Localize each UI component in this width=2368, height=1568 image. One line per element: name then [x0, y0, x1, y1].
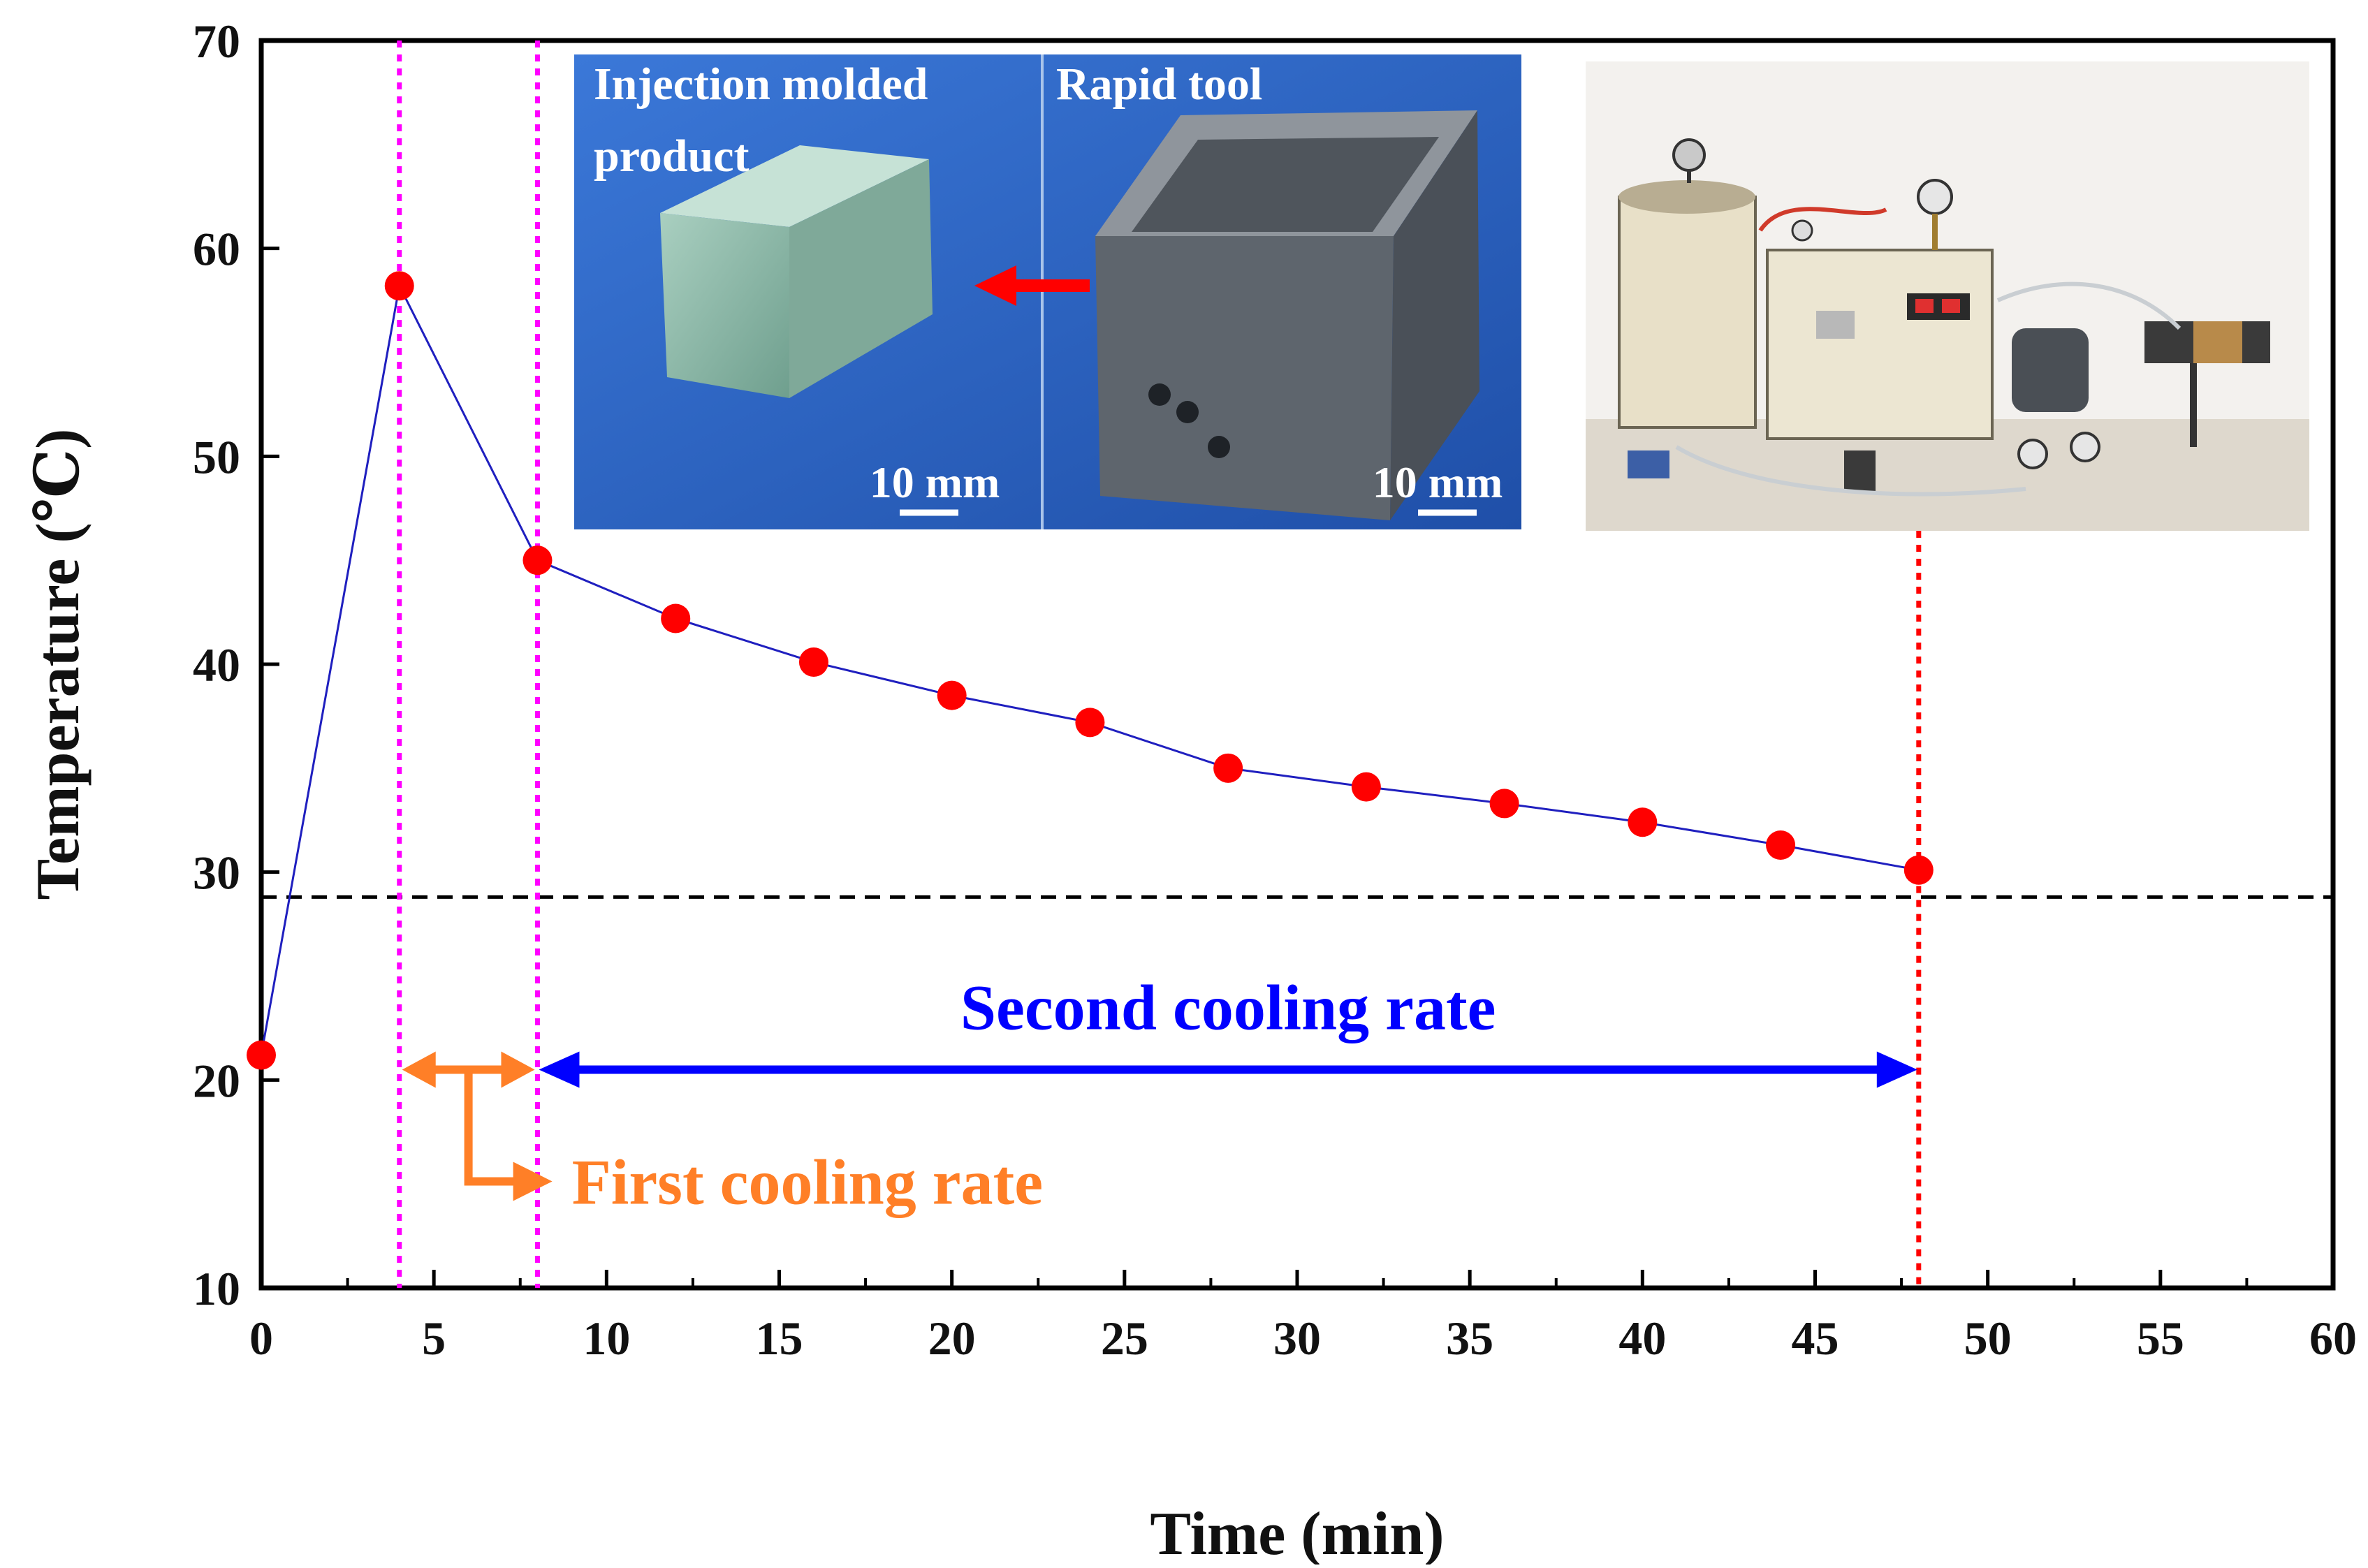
- data-point: [1903, 855, 1934, 885]
- temperature-series: [247, 271, 1934, 1070]
- first-rate-arrowhead-left: [402, 1051, 436, 1088]
- x-tick-label: 50: [1964, 1312, 2012, 1365]
- rapid-tool-image: [1095, 110, 1479, 520]
- x-tick-label: 15: [756, 1312, 803, 1365]
- inset-red-arrowhead: [974, 265, 1016, 306]
- first-rate-leader-arrowhead: [513, 1162, 553, 1201]
- x-tick-label: 10: [583, 1312, 630, 1365]
- data-point: [1351, 772, 1381, 802]
- equipment-tank: [1618, 196, 1757, 429]
- equipment-pump: [2012, 328, 2089, 412]
- y-tick-label: 60: [193, 223, 240, 276]
- second-cooling-rate-label: Second cooling rate: [960, 972, 1496, 1043]
- data-point: [661, 603, 691, 633]
- y-tick-label: 50: [193, 430, 240, 483]
- data-point: [798, 647, 828, 677]
- data-point: [1628, 807, 1658, 837]
- label-injection-molded: Injection molded: [594, 59, 928, 110]
- x-tick-label: 45: [1792, 1312, 1839, 1365]
- inset-photo-equipment: [1586, 61, 2309, 531]
- x-tick-label: 60: [2309, 1312, 2357, 1365]
- second-rate-arrowhead-left: [539, 1051, 580, 1088]
- inset-photo-left: Injection molded product Rapid tool 10 m…: [574, 54, 1521, 529]
- data-point: [1213, 753, 1243, 783]
- x-tick-label: 35: [1446, 1312, 1493, 1365]
- data-point: [247, 1040, 276, 1070]
- x-tick-label: 30: [1273, 1312, 1321, 1365]
- x-tick-label: 20: [928, 1312, 976, 1365]
- x-axis-title: Time (min): [1150, 1500, 1444, 1565]
- data-point: [522, 545, 553, 576]
- y-tick-label: 30: [193, 847, 240, 900]
- y-axis-title: Temperature (℃): [24, 429, 92, 900]
- x-tick-label: 0: [249, 1312, 273, 1365]
- data-point: [1489, 789, 1519, 819]
- label-product: product: [594, 131, 750, 182]
- x-axis-ticks: 0 5 10 15 20 25 30 35 40 45 50 55 60: [249, 1270, 2357, 1365]
- y-axis-ticks: 10 20 30 40 50 60 70: [193, 15, 279, 1315]
- equipment-controller: [1766, 249, 1994, 440]
- x-tick-label: 55: [2137, 1312, 2184, 1365]
- y-tick-label: 40: [193, 638, 240, 691]
- first-cooling-rate-label: First cooling rate: [572, 1146, 1043, 1217]
- y-tick-label: 10: [193, 1262, 240, 1315]
- data-point: [1766, 830, 1796, 860]
- cooling-rate-annotations: [402, 1051, 1917, 1201]
- y-tick-label: 70: [193, 15, 240, 68]
- data-point: [1075, 708, 1105, 738]
- data-point: [937, 680, 967, 710]
- x-tick-label: 5: [422, 1312, 446, 1365]
- scale-left-label: 10 mm: [870, 457, 1000, 507]
- data-point: [384, 271, 414, 301]
- second-rate-arrowhead-right: [1876, 1051, 1917, 1088]
- first-rate-arrowhead-right: [501, 1051, 535, 1088]
- x-tick-label: 40: [1618, 1312, 1666, 1365]
- x-tick-label: 25: [1101, 1312, 1148, 1365]
- reference-lines: [261, 41, 2333, 1288]
- molded-product-image: [660, 145, 933, 398]
- first-rate-leader: [464, 1069, 518, 1186]
- scale-right-label: 10 mm: [1373, 457, 1503, 507]
- y-tick-label: 20: [193, 1054, 240, 1107]
- label-rapid-tool: Rapid tool: [1056, 59, 1262, 110]
